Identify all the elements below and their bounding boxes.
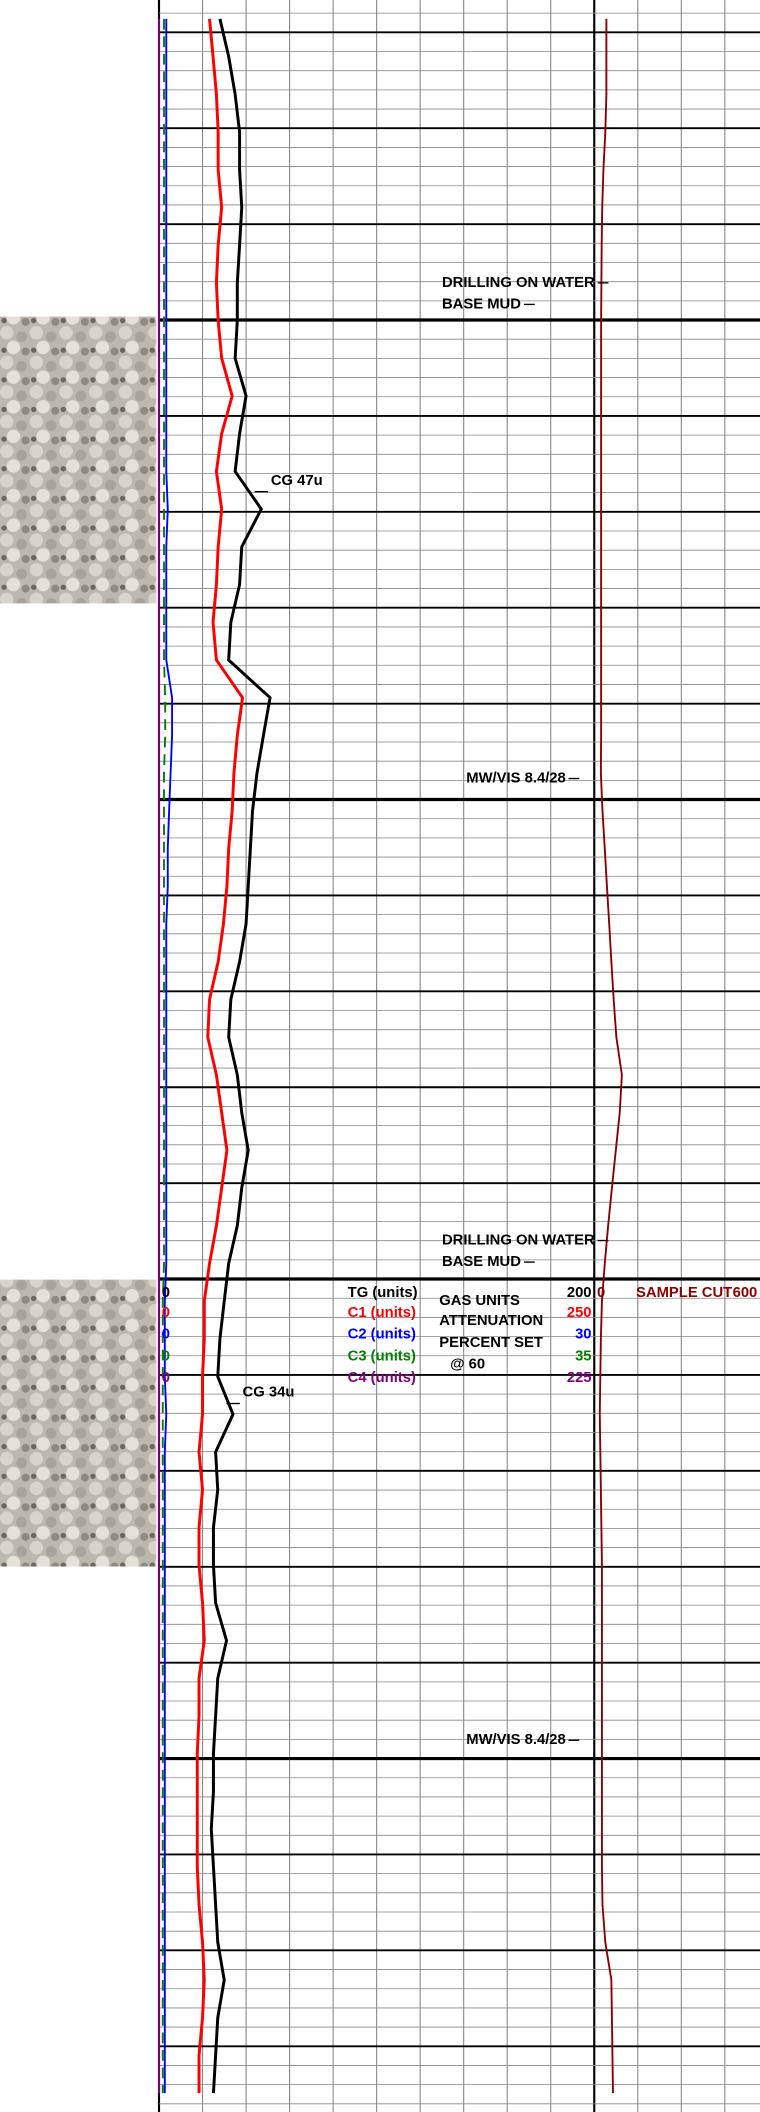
labels: 0 TG (units) 200 0 C1 (units) 250 0 C2 (units) 3… [162,275,758,1748]
annotation: MW/VIS 8.4/28 [466,770,566,786]
scale-max: 200 [567,1285,592,1301]
curves [158,18,623,2094]
scale-note: ATTENUATION [439,1313,543,1329]
annotation: DRILLING ON WATER [442,275,595,291]
series-name: C2 (units) [348,1327,416,1343]
scale-max: 35 [575,1348,591,1364]
scale-max: 225 [567,1370,592,1386]
series-name: C3 (units) [348,1348,416,1364]
curve [195,18,245,2094]
annotation: DRILLING ON WATER [442,1232,595,1248]
scale-max: 30 [575,1327,591,1343]
scale-note: PERCENT SET [439,1335,543,1351]
scale-max: 250 [567,1305,592,1321]
curve [209,18,272,2094]
annotation: CG 34u [243,1385,295,1401]
scale-min: 0 [162,1285,170,1301]
annotation: BASE MUD [442,296,521,312]
series-name: SAMPLE CUT [636,1285,732,1301]
scale-min: 0 [162,1327,170,1343]
scale-min: 0 [162,1305,170,1321]
cuttings-photo [0,1279,157,1567]
series-name: TG (units) [348,1285,418,1301]
grid [157,0,760,2112]
scale-min: 0 [162,1370,170,1386]
scale-note: GAS UNITS [439,1293,520,1309]
annotation: MW/VIS 8.4/28 [466,1732,566,1748]
annotation: BASE MUD [442,1254,521,1270]
scale-min: 0 [597,1285,605,1301]
cuttings-photo [0,316,157,604]
curve [598,18,623,2094]
curve [163,18,174,2094]
scale-max: 600 [733,1285,758,1301]
scale-note: @ 60 [450,1356,485,1372]
curve [161,18,167,2094]
series-name: C4 (units) [348,1370,416,1386]
series-name: C1 (units) [348,1305,416,1321]
scale-min: 0 [162,1348,170,1364]
annotation: CG 47u [271,473,323,489]
